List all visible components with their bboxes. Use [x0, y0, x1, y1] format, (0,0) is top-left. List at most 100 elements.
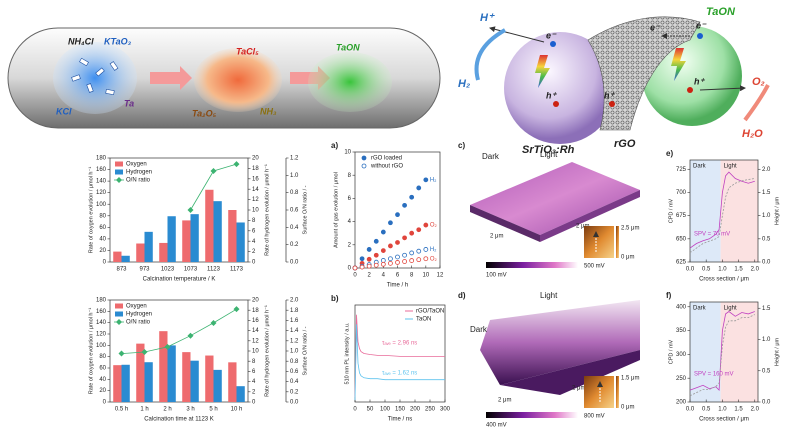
tick-label: 140	[96, 179, 107, 185]
marker	[395, 240, 400, 245]
tick-label: 18	[252, 166, 259, 172]
series-line	[354, 314, 445, 398]
series-line	[689, 314, 755, 397]
marker	[416, 257, 422, 263]
hole	[687, 87, 693, 93]
marker	[388, 243, 393, 249]
label: 800 mV	[584, 414, 605, 420]
axis-title: Rate of oxygen evolution / μmol h⁻¹	[88, 167, 94, 254]
x-tick-label: 3 h	[186, 407, 194, 413]
legend-label: without rGO	[370, 164, 403, 170]
label: 100 mV	[486, 273, 507, 279]
marker	[118, 350, 125, 357]
marker	[187, 207, 194, 213]
arrow	[489, 26, 545, 43]
tick-label: 140	[96, 320, 107, 326]
tick-label: 0.6	[290, 369, 299, 375]
panel-label: d)	[458, 291, 466, 300]
tick-label: 1.0	[762, 213, 771, 219]
arrow	[743, 84, 770, 122]
electron	[550, 41, 556, 47]
surface	[480, 300, 640, 385]
marker	[373, 252, 379, 258]
label: 1.5 μm	[621, 376, 639, 382]
tick-label: 1.0	[762, 337, 771, 343]
x-tick-label: 6	[396, 273, 400, 279]
axis-title: CPD / mV	[668, 339, 674, 364]
x-axis-title: Cross section / μm	[699, 417, 749, 423]
afm-d: d) Light Dark 2 μm 2 μm 1.5 μm 0 μm 400 …	[458, 291, 640, 429]
tick-label: 4	[252, 379, 256, 385]
axis-title: Height / μm	[774, 337, 780, 366]
tick-label: 0.8	[290, 190, 299, 196]
marker	[233, 306, 240, 313]
marker	[366, 247, 372, 252]
marker	[416, 227, 422, 233]
legend-label: TaON	[416, 317, 431, 323]
tick-label: 20	[99, 248, 106, 254]
x-axis-title: Cross section / μm	[699, 277, 749, 283]
marker	[388, 256, 393, 262]
tick-label: 1.6	[290, 318, 299, 324]
tick-label: 1.4	[290, 328, 299, 334]
tick-label: 20	[252, 298, 259, 304]
tick-label: 0	[103, 400, 107, 406]
region-label: Dark	[693, 164, 707, 170]
marker	[373, 262, 379, 268]
x-tick-label: 10 h	[231, 407, 243, 413]
tick-label: 20	[252, 156, 259, 162]
bar	[121, 255, 130, 262]
bar	[213, 201, 222, 262]
tick-label: 60	[99, 225, 106, 231]
marker	[164, 343, 171, 350]
label: TaON	[336, 42, 360, 52]
x-axis-title: Calcination temperature / K	[143, 277, 216, 283]
legend-label: Oxygen	[126, 162, 147, 168]
bar	[182, 220, 191, 262]
afm-c: c) Dark Light 2 μm 2 μm 2.5 μm 0 μm 100 …	[458, 141, 640, 279]
x-axis-title: Calcination time at 1123 K	[144, 417, 214, 423]
marker	[361, 155, 367, 161]
x-tick-label: 1023	[161, 267, 175, 273]
tick-label: 2	[252, 389, 256, 395]
tick-label: 120	[96, 332, 107, 338]
bar	[190, 214, 199, 262]
marker	[373, 238, 379, 244]
panel-label: e)	[666, 149, 673, 158]
tick-label: 0.5	[762, 368, 771, 374]
tick-label: 725	[676, 167, 687, 173]
label: NH₄Cl	[68, 36, 94, 46]
tick-label: 0	[103, 260, 107, 266]
tick-label: 2.0	[762, 167, 771, 173]
marker	[395, 260, 400, 265]
plot-frame	[354, 304, 446, 403]
surface	[470, 162, 640, 235]
label: h⁺	[694, 76, 705, 86]
plot-frame	[689, 159, 759, 263]
plot-frame	[689, 301, 759, 403]
x-tick-label: 1123	[207, 267, 221, 273]
tick-label: 80	[99, 213, 106, 219]
x-tick-label: 973	[139, 267, 150, 273]
marker	[233, 161, 240, 168]
bar	[113, 251, 122, 262]
axis-label: 2 μm	[576, 224, 589, 230]
tick-label: 700	[676, 190, 687, 196]
x-axis-title: Time / ns	[388, 417, 412, 423]
tick-label: 10	[252, 208, 259, 214]
x-tick-label: 2	[367, 273, 371, 279]
bar	[228, 362, 237, 402]
tick-label: 0.0	[290, 260, 299, 266]
tick-label: 650	[676, 236, 687, 242]
bar	[167, 345, 176, 402]
x-tick-label: 2.0	[751, 407, 760, 413]
tick-label: 1.0	[290, 349, 299, 355]
bar	[205, 189, 214, 262]
marker	[423, 222, 429, 228]
bar	[159, 242, 168, 262]
legend-label: Oxygen	[126, 304, 147, 310]
x-tick-label: 1073	[184, 267, 198, 273]
marker	[409, 258, 415, 263]
x-tick-label: 5 h	[209, 407, 217, 413]
marker	[141, 349, 148, 356]
